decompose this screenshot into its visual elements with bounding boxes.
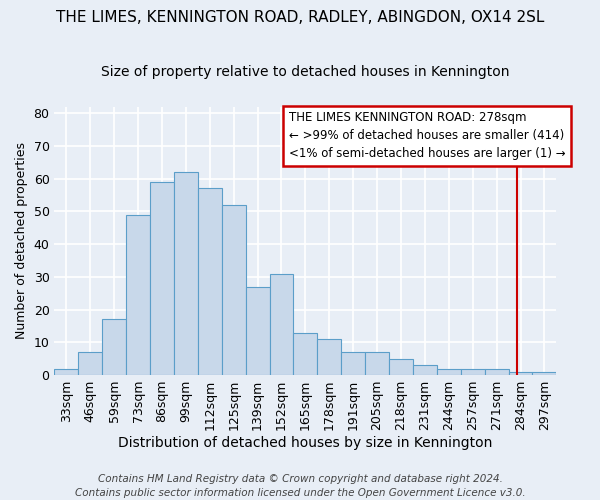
X-axis label: Distribution of detached houses by size in Kennington: Distribution of detached houses by size … xyxy=(118,436,493,450)
Bar xyxy=(245,286,269,375)
Bar xyxy=(150,182,174,375)
Bar xyxy=(222,205,245,375)
Text: THE LIMES, KENNINGTON ROAD, RADLEY, ABINGDON, OX14 2SL: THE LIMES, KENNINGTON ROAD, RADLEY, ABIN… xyxy=(56,10,544,25)
Bar xyxy=(437,368,461,375)
Bar xyxy=(532,372,556,375)
Bar xyxy=(317,339,341,375)
Bar xyxy=(461,368,485,375)
Bar xyxy=(126,214,150,375)
Bar xyxy=(365,352,389,375)
Bar xyxy=(485,368,509,375)
Text: THE LIMES KENNINGTON ROAD: 278sqm
← >99% of detached houses are smaller (414)
<1: THE LIMES KENNINGTON ROAD: 278sqm ← >99%… xyxy=(289,112,565,160)
Bar xyxy=(413,366,437,375)
Bar xyxy=(102,320,126,375)
Bar xyxy=(55,368,79,375)
Bar xyxy=(509,372,532,375)
Text: Contains HM Land Registry data © Crown copyright and database right 2024.
Contai: Contains HM Land Registry data © Crown c… xyxy=(74,474,526,498)
Bar xyxy=(389,358,413,375)
Bar xyxy=(293,332,317,375)
Bar xyxy=(341,352,365,375)
Y-axis label: Number of detached properties: Number of detached properties xyxy=(15,142,28,340)
Bar xyxy=(174,172,198,375)
Title: Size of property relative to detached houses in Kennington: Size of property relative to detached ho… xyxy=(101,65,509,79)
Bar xyxy=(198,188,222,375)
Bar xyxy=(79,352,102,375)
Bar xyxy=(269,274,293,375)
